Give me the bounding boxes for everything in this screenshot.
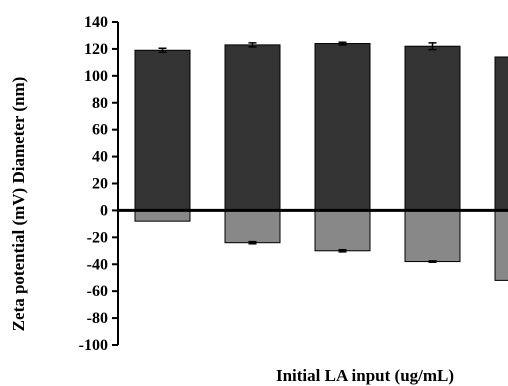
y-tick-label: 60 xyxy=(92,122,108,139)
zeta-potential-bar xyxy=(134,209,191,222)
y-tick-label: -40 xyxy=(87,256,108,273)
y-tick-label: 120 xyxy=(84,41,108,58)
y-tick-label: -80 xyxy=(87,310,108,327)
diameter-bar xyxy=(314,43,371,211)
zeta-potential-bar xyxy=(404,209,461,263)
y-tick-label: 100 xyxy=(84,68,108,85)
diameter-bar xyxy=(134,49,191,211)
diameter-bar xyxy=(224,44,281,211)
y-tick-label: 0 xyxy=(100,202,108,219)
y-tick-label: -60 xyxy=(87,283,108,300)
diameter-bar xyxy=(494,56,508,211)
y-tick-label: 140 xyxy=(84,14,108,31)
y-tick-label: 20 xyxy=(92,176,108,193)
x-axis-title: Initial LA input (ug/mL) xyxy=(276,366,454,385)
zeta-potential-bar xyxy=(314,209,371,252)
bars xyxy=(134,41,508,281)
y-axis-title: Zeta potential (mV) Diameter (nm) xyxy=(9,77,28,332)
y-tick-label: -100 xyxy=(79,337,108,354)
y-tick-label: -20 xyxy=(87,229,108,246)
y-axis-ticks: 140 120 100 80 60 40 20 0 -20 -40 -60 -80 -100 xyxy=(79,14,118,354)
diameter-bar xyxy=(404,45,461,211)
zeta-potential-bar xyxy=(494,209,508,281)
zeta-potential-bar xyxy=(224,209,281,244)
y-tick-label: 40 xyxy=(92,149,108,166)
y-tick-label: 80 xyxy=(92,95,108,112)
